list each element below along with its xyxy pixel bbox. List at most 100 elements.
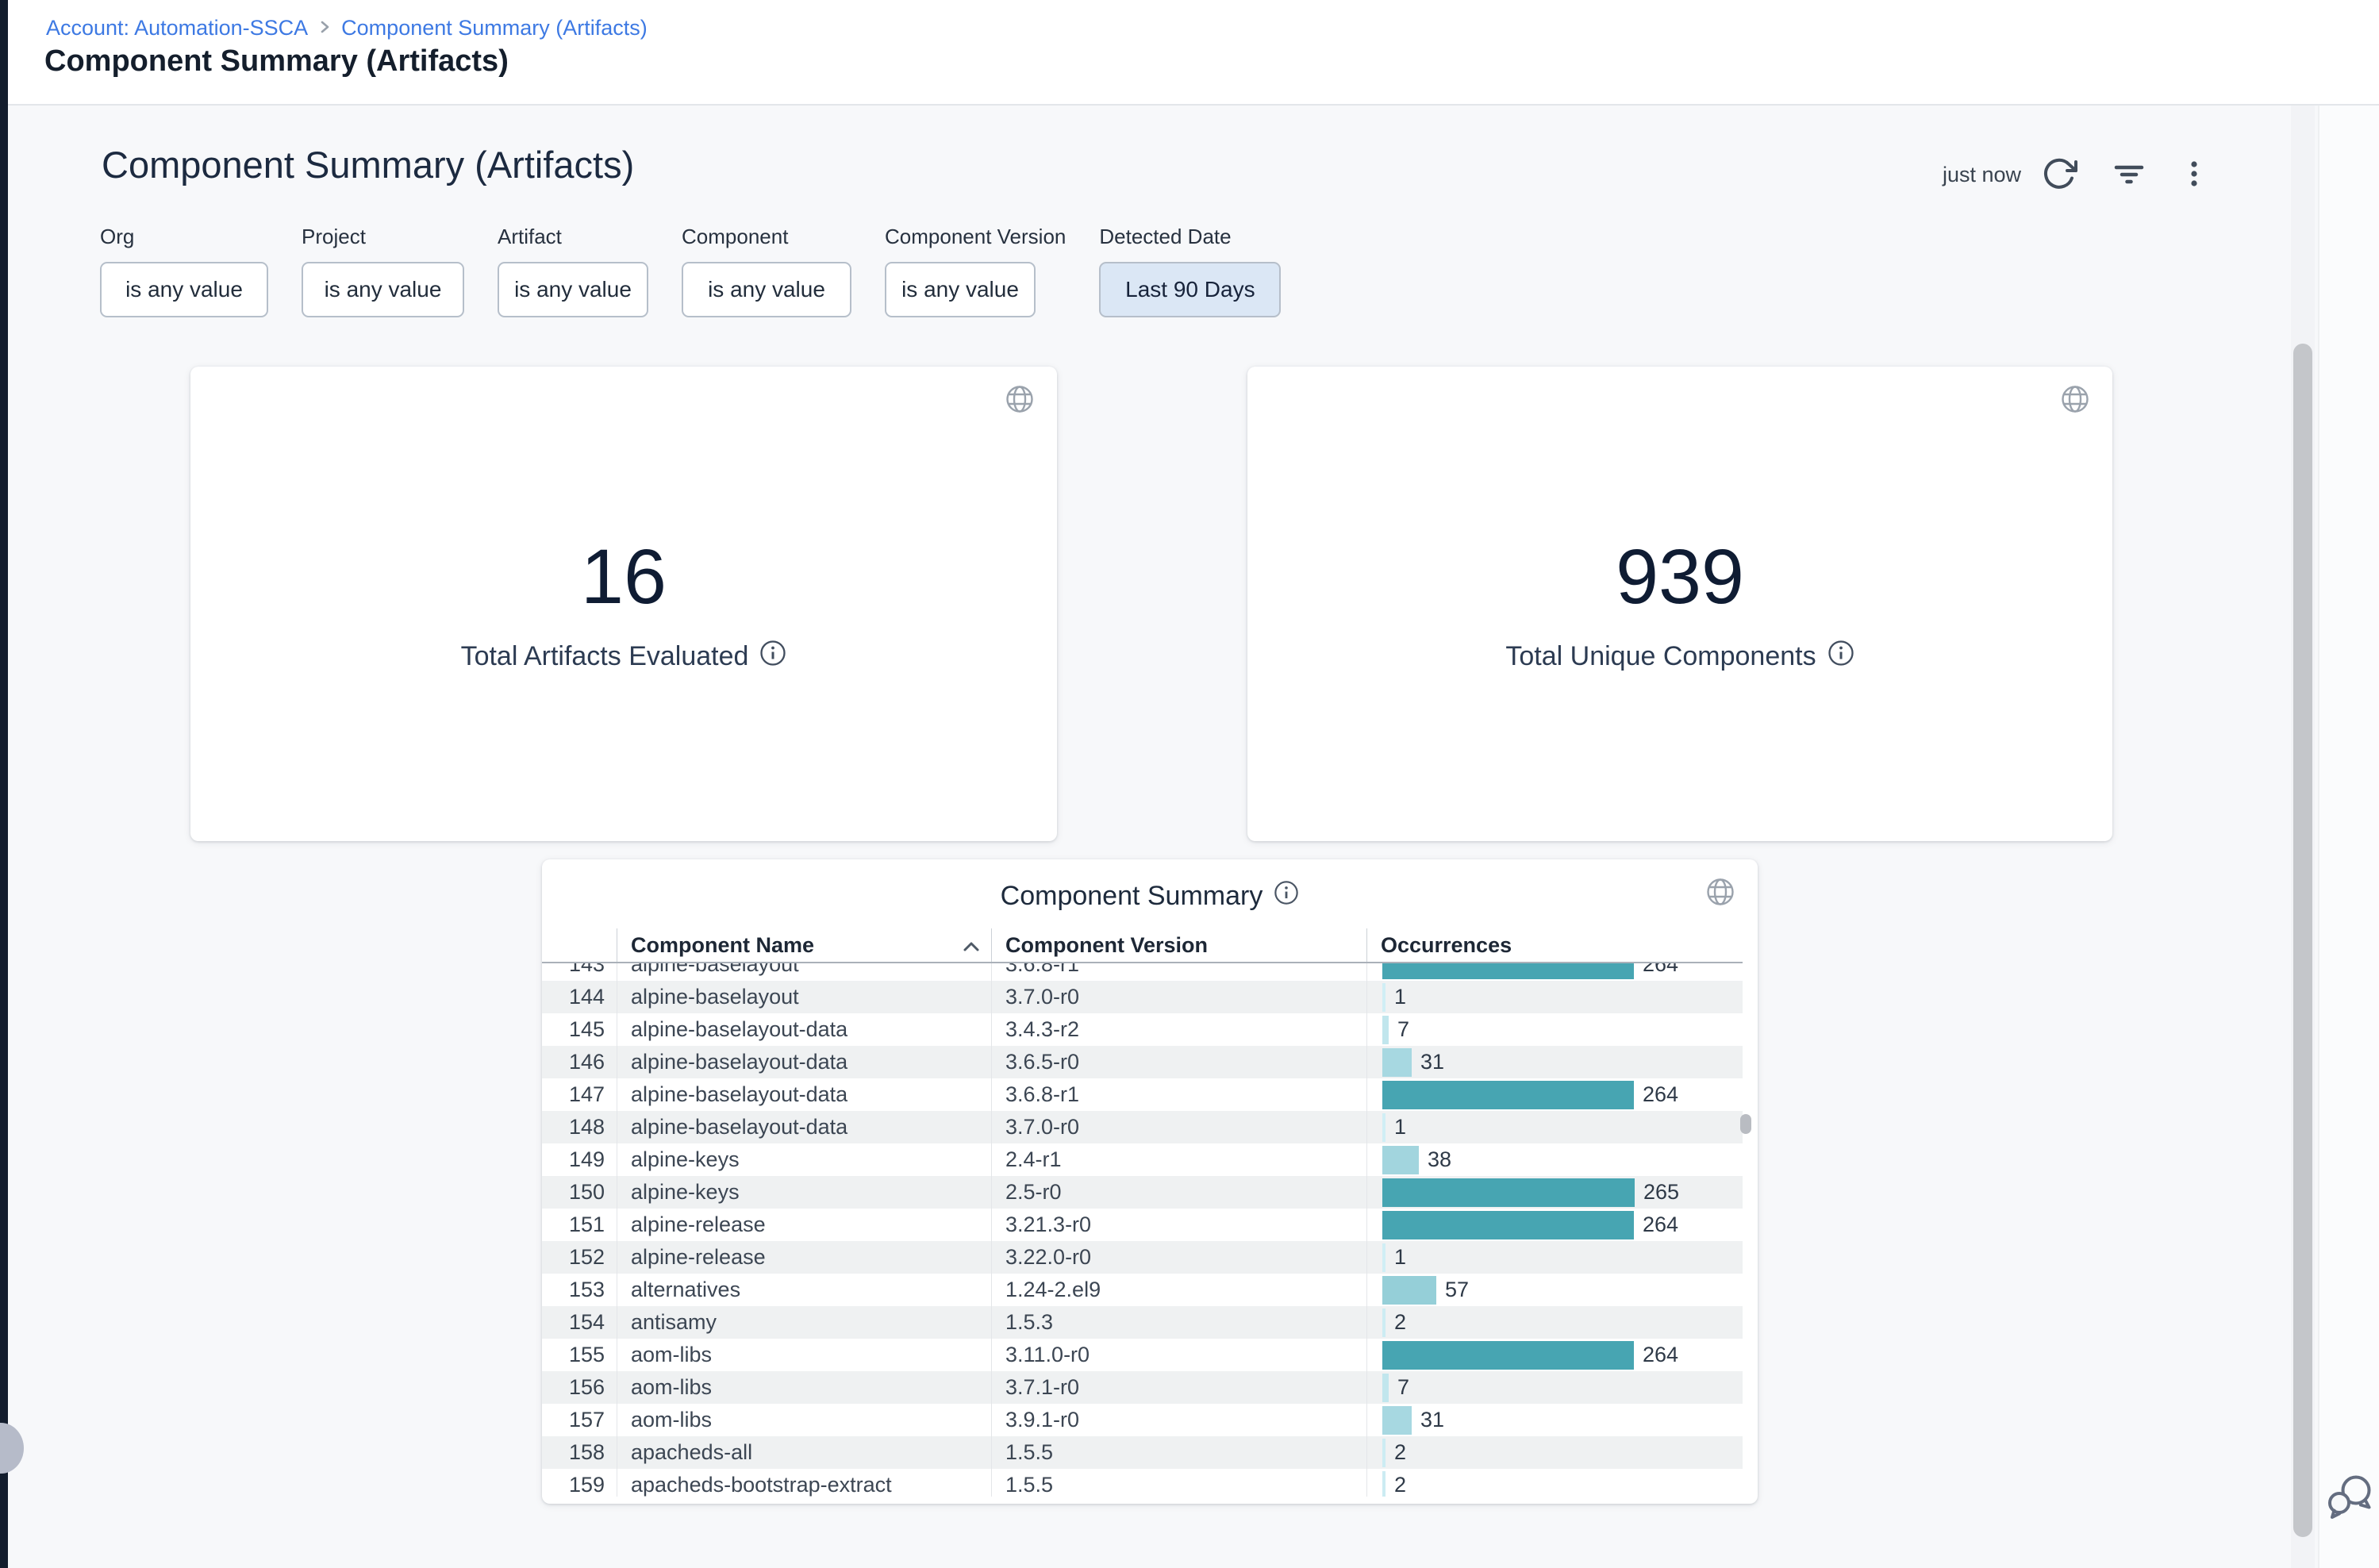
occurrence-value: 264 bbox=[1643, 1082, 1678, 1107]
occurrences-cell: 1 bbox=[1366, 1241, 1743, 1274]
occurrence-bar bbox=[1382, 1178, 1635, 1207]
occurrence-value: 38 bbox=[1428, 1147, 1451, 1172]
component-name-cell: aom-libs bbox=[617, 1371, 991, 1404]
chat-help-button[interactable] bbox=[2327, 1471, 2376, 1524]
filter-label: Component Version bbox=[885, 225, 1066, 249]
occurrence-value: 265 bbox=[1643, 1180, 1679, 1205]
filter-value-button[interactable]: is any value bbox=[100, 262, 268, 317]
table-row[interactable]: 156aom-libs3.7.1-r07 bbox=[542, 1371, 1743, 1404]
filter-label: Component bbox=[682, 225, 851, 249]
info-icon[interactable] bbox=[1827, 640, 1854, 674]
globe-icon bbox=[1005, 384, 1035, 418]
table-body: 143alpine-baselayout3.6.8-r1264144alpine… bbox=[542, 963, 1743, 1497]
filter-value-button[interactable]: is any value bbox=[498, 262, 648, 317]
filter-value-button[interactable]: is any value bbox=[885, 262, 1036, 317]
component-name-cell: alpine-release bbox=[617, 1209, 991, 1241]
occurrence-value: 2 bbox=[1394, 1473, 1406, 1497]
occurrence-bar bbox=[1382, 1374, 1389, 1402]
filter-label: Detected Date bbox=[1099, 225, 1281, 249]
component-version-cell: 1.5.3 bbox=[991, 1306, 1366, 1339]
chat-bubbles-icon bbox=[2327, 1471, 2376, 1520]
filter-label: Org bbox=[100, 225, 268, 249]
component-name-cell: alternatives bbox=[617, 1274, 991, 1306]
occurrences-cell: 264 bbox=[1366, 963, 1743, 981]
table-row[interactable]: 144alpine-baselayout3.7.0-r01 bbox=[542, 981, 1743, 1013]
column-header-component-name[interactable]: Component Name bbox=[617, 928, 991, 962]
table-row[interactable]: 145alpine-baselayout-data3.4.3-r27 bbox=[542, 1013, 1743, 1046]
filter-project: Project is any value bbox=[302, 225, 464, 317]
table-row[interactable]: 149alpine-keys2.4-r138 bbox=[542, 1143, 1743, 1176]
breadcrumb-current-link[interactable]: Component Summary (Artifacts) bbox=[341, 16, 648, 40]
component-name-cell: alpine-baselayout-data bbox=[617, 1111, 991, 1143]
sort-ascending-icon bbox=[963, 933, 980, 958]
dashboard-filters-button[interactable] bbox=[2111, 156, 2147, 192]
occurrence-value: 31 bbox=[1420, 1408, 1444, 1432]
occurrences-cell: 7 bbox=[1366, 1371, 1743, 1404]
collapsed-side-nav[interactable] bbox=[0, 0, 8, 1568]
occurrences-cell: 31 bbox=[1366, 1404, 1743, 1436]
table-row[interactable]: 154antisamy1.5.32 bbox=[542, 1306, 1743, 1339]
filters-bar: Orgis any valueProjectis any valueArtifa… bbox=[100, 225, 1281, 317]
row-index: 147 bbox=[542, 1078, 617, 1111]
row-index: 153 bbox=[542, 1274, 617, 1306]
occurrence-value: 264 bbox=[1643, 1213, 1678, 1237]
occurrence-value: 7 bbox=[1397, 1375, 1409, 1400]
tile-total-unique-components: 939 Total Unique Components bbox=[1247, 367, 2112, 841]
row-index: 144 bbox=[542, 981, 617, 1013]
table-title: Component Summary bbox=[1001, 881, 1263, 912]
component-name-cell: apacheds-bootstrap-extract bbox=[617, 1469, 991, 1497]
column-header-component-version[interactable]: Component Version bbox=[991, 928, 1366, 962]
row-index: 151 bbox=[542, 1209, 617, 1241]
table-row[interactable]: 152alpine-release3.22.0-r01 bbox=[542, 1241, 1743, 1274]
filter-label: Project bbox=[302, 225, 464, 249]
component-version-cell: 3.6.8-r1 bbox=[991, 963, 1366, 981]
row-index: 145 bbox=[542, 1013, 617, 1046]
component-version-cell: 3.6.8-r1 bbox=[991, 1078, 1366, 1111]
table-scrollbar-thumb[interactable] bbox=[1740, 1114, 1751, 1134]
occurrence-bar bbox=[1382, 1276, 1436, 1305]
last-refreshed-text: just now bbox=[1943, 163, 2021, 187]
occurrence-bar bbox=[1382, 983, 1386, 1012]
table-row[interactable]: 150alpine-keys2.5-r0265 bbox=[542, 1176, 1743, 1209]
filter-component: Component is any value bbox=[682, 225, 851, 317]
table-row[interactable]: 151alpine-release3.21.3-r0 264 bbox=[542, 1209, 1743, 1241]
kebab-menu-icon bbox=[2176, 156, 2212, 192]
occurrences-cell: 7 bbox=[1366, 1013, 1743, 1046]
component-version-cell: 3.7.1-r0 bbox=[991, 1371, 1366, 1404]
table-row[interactable]: 155aom-libs3.11.0-r0264 bbox=[542, 1339, 1743, 1371]
chevron-right-icon bbox=[318, 16, 331, 40]
component-name-cell: aom-libs bbox=[617, 1339, 991, 1371]
component-name-cell: alpine-baselayout-data bbox=[617, 1046, 991, 1078]
dashboard-actions-menu-button[interactable] bbox=[2176, 156, 2212, 192]
page-scrollbar-thumb[interactable] bbox=[2293, 344, 2312, 1537]
info-icon[interactable] bbox=[759, 640, 786, 674]
table-row[interactable]: 159apacheds-bootstrap-extract1.5.52 bbox=[542, 1469, 1743, 1497]
component-version-cell: 3.4.3-r2 bbox=[991, 1013, 1366, 1046]
component-version-cell: 3.21.3-r0 bbox=[991, 1209, 1366, 1241]
table-row[interactable]: 148alpine-baselayout-data3.7.0-r01 bbox=[542, 1111, 1743, 1143]
breadcrumb-account-link[interactable]: Account: Automation-SSCA bbox=[46, 16, 308, 40]
occurrence-bar bbox=[1382, 1439, 1386, 1467]
occurrences-cell: 1 bbox=[1366, 981, 1743, 1013]
table-row[interactable]: 158apacheds-all1.5.52 bbox=[542, 1436, 1743, 1469]
filter-value-button[interactable]: is any value bbox=[302, 262, 464, 317]
row-index: 149 bbox=[542, 1143, 617, 1176]
table-row[interactable]: 147alpine-baselayout-data3.6.8-r1264 bbox=[542, 1078, 1743, 1111]
component-name-cell: alpine-release bbox=[617, 1241, 991, 1274]
occurrence-bar bbox=[1382, 1309, 1386, 1337]
column-header-occurrences[interactable]: Occurrences bbox=[1366, 928, 1743, 962]
info-icon[interactable] bbox=[1274, 880, 1299, 913]
filter-value-button[interactable]: Last 90 Days bbox=[1099, 262, 1281, 317]
table-row[interactable]: 153alternatives1.24-2.el957 bbox=[542, 1274, 1743, 1306]
occurrence-bar bbox=[1382, 1113, 1386, 1142]
filter-value-button[interactable]: is any value bbox=[682, 262, 851, 317]
globe-icon bbox=[2060, 384, 2090, 418]
table-row[interactable]: 146alpine-baselayout-data3.6.5-r031 bbox=[542, 1046, 1743, 1078]
row-index: 146 bbox=[542, 1046, 617, 1078]
refresh-button[interactable] bbox=[2041, 156, 2077, 192]
component-version-cell: 3.6.5-r0 bbox=[991, 1046, 1366, 1078]
occurrence-value: 7 bbox=[1397, 1017, 1409, 1042]
side-nav-peek-button[interactable] bbox=[0, 1423, 24, 1474]
table-row[interactable]: 157aom-libs3.9.1-r031 bbox=[542, 1404, 1743, 1436]
table-row[interactable]: 143alpine-baselayout3.6.8-r1264 bbox=[542, 963, 1743, 981]
